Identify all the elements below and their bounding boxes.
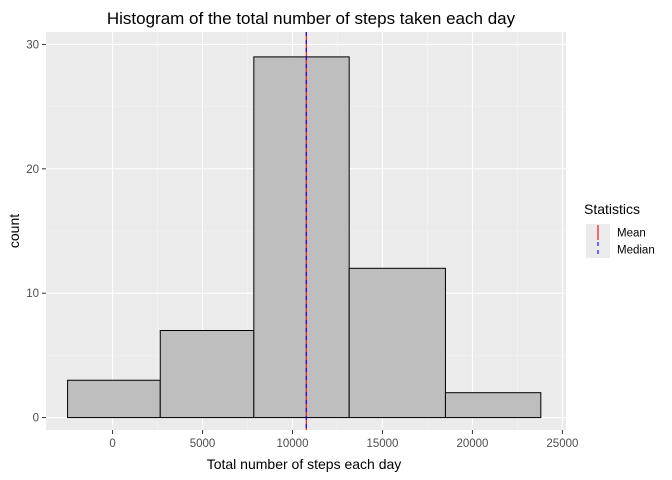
legend-label-median: Median	[617, 245, 655, 257]
x-tick-label: 0	[109, 438, 115, 450]
x-tick-label: 5000	[190, 438, 216, 450]
y-axis-ticks: 0 10 20 30	[26, 39, 46, 425]
y-tick-label: 20	[26, 164, 39, 176]
y-tick-label: 10	[26, 288, 39, 300]
chart-title: Histogram of the total number of steps t…	[107, 9, 516, 28]
x-axis-ticks: 0 5000 10000 15000 20000 25000	[109, 430, 578, 450]
histogram-bar	[444, 392, 542, 419]
y-tick-label: 30	[26, 39, 39, 51]
y-tick-label: 0	[33, 413, 39, 425]
legend-title: Statistics	[584, 201, 640, 217]
histogram-bar	[253, 56, 350, 419]
x-tick-label: 10000	[277, 438, 309, 450]
x-tick-label: 25000	[546, 438, 578, 450]
histogram-bars	[67, 56, 542, 419]
legend-key-background	[586, 241, 610, 258]
x-axis-title: Total number of steps each day	[207, 456, 402, 472]
legend-label-mean: Mean	[617, 228, 646, 240]
x-tick-label: 20000	[456, 438, 488, 450]
x-tick-label: 15000	[366, 438, 398, 450]
histogram-bar	[67, 379, 161, 419]
legend-entries: Mean Median	[586, 224, 655, 258]
histogram-bar	[159, 330, 255, 419]
y-axis-title: count	[6, 214, 22, 248]
histogram-bar	[348, 267, 446, 419]
legend: Statistics Mean Median	[584, 201, 655, 258]
